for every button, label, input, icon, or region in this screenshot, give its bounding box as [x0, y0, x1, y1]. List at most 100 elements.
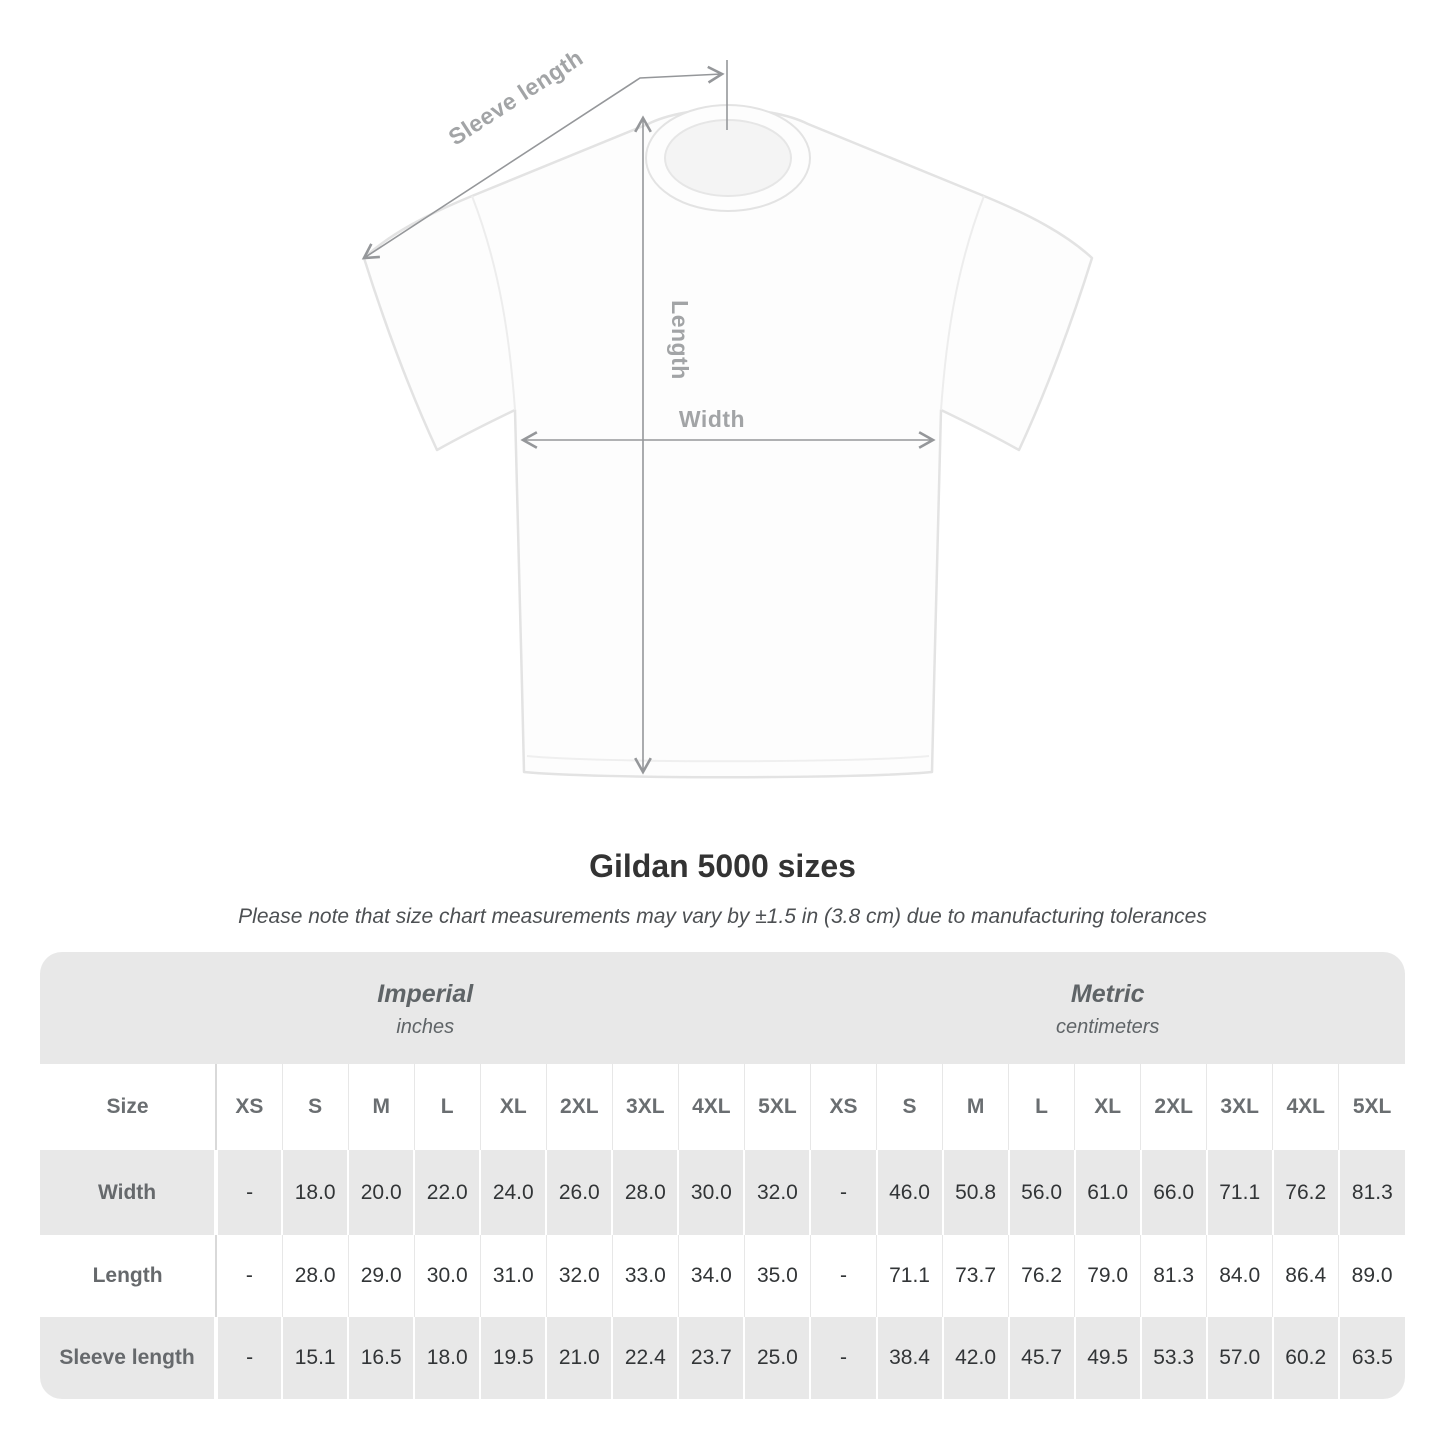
length-imperial-5xl: 35.0	[743, 1235, 811, 1317]
imperial-size-3xl: 3XL	[611, 1064, 679, 1150]
tshirt-right-sleeve-seam	[940, 195, 985, 411]
sleeve-imperial-m: 16.5	[347, 1317, 415, 1399]
imperial-label: Imperial	[377, 980, 474, 1009]
imperial-size-s: S	[281, 1064, 349, 1150]
length-metric-xs: -	[809, 1235, 877, 1317]
width-metric-s: 46.0	[875, 1150, 943, 1235]
sleeve-imperial-2xl: 21.0	[545, 1317, 613, 1399]
width-imperial-4xl: 30.0	[677, 1150, 745, 1235]
tshirt-illustration	[362, 104, 1094, 779]
page-title: Gildan 5000 sizes	[589, 848, 856, 884]
width-metric-2xl: 66.0	[1139, 1150, 1207, 1235]
metric-size-s: S	[876, 1064, 943, 1150]
length-metric-m: 73.7	[942, 1235, 1009, 1317]
tshirt-collar-inner	[664, 119, 792, 197]
sleeve-metric-l: 45.7	[1007, 1317, 1075, 1399]
imperial-size-l: L	[413, 1064, 481, 1150]
metric-group-header: Metric centimeters	[810, 952, 1405, 1064]
length-metric-2xl: 81.3	[1140, 1235, 1207, 1317]
sleeve-imperial-l: 18.0	[413, 1317, 481, 1399]
length-metric-5xl: 89.0	[1338, 1235, 1405, 1317]
imperial-unit: inches	[396, 1015, 455, 1038]
sleeve-metric-3xl: 57.0	[1205, 1317, 1273, 1399]
length-metric-3xl: 84.0	[1206, 1235, 1273, 1317]
imperial-size-2xl: 2XL	[545, 1064, 613, 1150]
metric-size-m: M	[942, 1064, 1009, 1150]
length-imperial-m: 29.0	[347, 1235, 415, 1317]
width-metric-xs: -	[809, 1150, 877, 1235]
table-row-length: Length - 28.0 29.0 30.0 31.0 32.0 33.0 3…	[40, 1235, 1405, 1317]
table-row-width: Width - 18.0 20.0 22.0 24.0 26.0 28.0 30…	[40, 1150, 1405, 1235]
sleeve-metric-xs: -	[809, 1317, 877, 1399]
size-column-header: Size	[40, 1064, 217, 1150]
sleeve-imperial-xs: -	[214, 1317, 283, 1399]
size-table-container: Imperial inches Metric centimeters Size …	[40, 952, 1405, 1399]
imperial-group-header: Imperial inches	[40, 952, 811, 1064]
sleeve-length-arrow	[361, 65, 725, 260]
metric-size-4xl: 4XL	[1272, 1064, 1339, 1150]
width-metric-l: 56.0	[1007, 1150, 1075, 1235]
width-imperial-5xl: 32.0	[743, 1150, 811, 1235]
length-imperial-3xl: 33.0	[611, 1235, 679, 1317]
sleeve-metric-4xl: 60.2	[1271, 1317, 1339, 1399]
width-metric-5xl: 81.3	[1337, 1150, 1405, 1235]
width-imperial-2xl: 26.0	[545, 1150, 613, 1235]
sleeve-metric-2xl: 53.3	[1139, 1317, 1207, 1399]
length-metric-l: 76.2	[1008, 1235, 1075, 1317]
length-imperial-l: 30.0	[413, 1235, 481, 1317]
width-imperial-xl: 24.0	[479, 1150, 547, 1235]
length-imperial-2xl: 32.0	[545, 1235, 613, 1317]
table-row-sleeve-length: Sleeve length - 15.1 16.5 18.0 19.5 21.0…	[40, 1317, 1405, 1399]
width-imperial-m: 20.0	[347, 1150, 415, 1235]
width-metric-4xl: 76.2	[1271, 1150, 1339, 1235]
sleeve-imperial-4xl: 23.7	[677, 1317, 745, 1399]
metric-size-l: L	[1008, 1064, 1075, 1150]
imperial-size-xs: XS	[215, 1064, 283, 1150]
metric-unit: centimeters	[1056, 1015, 1160, 1038]
size-header-row: Size XS S M L XL 2XL 3XL 4XL 5XL XS S M …	[40, 1064, 1405, 1150]
imperial-size-4xl: 4XL	[677, 1064, 745, 1150]
row-label-length: Length	[40, 1235, 217, 1317]
size-table: Imperial inches Metric centimeters Size …	[40, 952, 1405, 1399]
length-label: Length	[667, 300, 693, 380]
unit-group-row: Imperial inches Metric centimeters	[40, 952, 1405, 1064]
width-imperial-s: 18.0	[281, 1150, 349, 1235]
metric-size-xs: XS	[809, 1064, 877, 1150]
length-metric-4xl: 86.4	[1272, 1235, 1339, 1317]
length-imperial-xs: -	[215, 1235, 283, 1317]
row-label-sleeve-length: Sleeve length	[40, 1317, 217, 1399]
sleeve-imperial-xl: 19.5	[479, 1317, 547, 1399]
length-metric-s: 71.1	[876, 1235, 943, 1317]
length-imperial-s: 28.0	[281, 1235, 349, 1317]
width-metric-xl: 61.0	[1073, 1150, 1141, 1235]
metric-size-2xl: 2XL	[1140, 1064, 1207, 1150]
length-imperial-xl: 31.0	[479, 1235, 547, 1317]
length-imperial-4xl: 34.0	[677, 1235, 745, 1317]
tshirt-hem-stitch	[526, 755, 930, 763]
length-metric-xl: 79.0	[1074, 1235, 1141, 1317]
imperial-size-m: M	[347, 1064, 415, 1150]
tshirt-measurement-diagram: Sleeve length Length Width	[361, 44, 1094, 779]
width-imperial-3xl: 28.0	[611, 1150, 679, 1235]
sleeve-metric-s: 38.4	[875, 1317, 943, 1399]
width-metric-3xl: 71.1	[1205, 1150, 1273, 1235]
page-subtitle: Please note that size chart measurements…	[238, 905, 1207, 928]
width-label: Width	[679, 406, 745, 432]
imperial-size-xl: XL	[479, 1064, 547, 1150]
metric-size-xl: XL	[1074, 1064, 1141, 1150]
sleeve-metric-xl: 49.5	[1073, 1317, 1141, 1399]
sleeve-length-label: Sleeve length	[444, 44, 588, 150]
metric-label: Metric	[1070, 980, 1145, 1009]
sleeve-imperial-5xl: 25.0	[743, 1317, 811, 1399]
width-metric-m: 50.8	[941, 1150, 1009, 1235]
sleeve-imperial-s: 15.1	[281, 1317, 349, 1399]
row-label-width: Width	[40, 1150, 217, 1235]
width-imperial-l: 22.0	[413, 1150, 481, 1235]
sleeve-imperial-3xl: 22.4	[611, 1317, 679, 1399]
sleeve-metric-m: 42.0	[941, 1317, 1009, 1399]
sleeve-metric-5xl: 63.5	[1337, 1317, 1405, 1399]
imperial-size-5xl: 5XL	[743, 1064, 811, 1150]
metric-size-3xl: 3XL	[1206, 1064, 1273, 1150]
width-imperial-xs: -	[214, 1150, 283, 1235]
